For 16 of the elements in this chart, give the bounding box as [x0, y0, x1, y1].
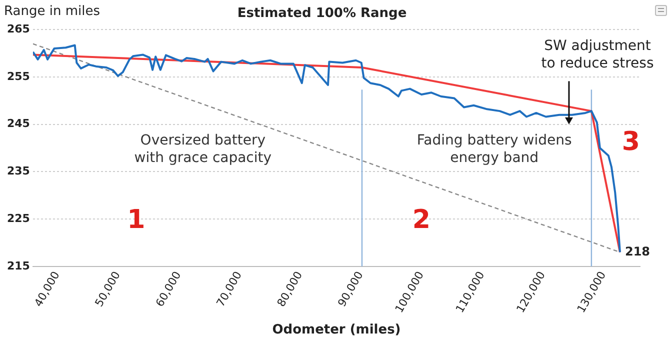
- annotation: 2: [412, 205, 431, 236]
- y-tick-label: 245: [6, 117, 30, 130]
- y-tick-label: 265: [6, 22, 30, 36]
- annotation: 218: [624, 244, 650, 258]
- annotation: Oversized battery with grace capacity: [134, 132, 272, 166]
- annotation: 1: [127, 205, 146, 236]
- annotation: 3: [622, 127, 640, 158]
- annotation: Fading battery widens energy band: [416, 132, 572, 166]
- x-axis-title: Odometer (miles): [272, 322, 401, 338]
- y-tick-label: 215: [6, 259, 30, 272]
- y-tick-label: 255: [6, 70, 30, 83]
- y-tick-label: 235: [6, 164, 30, 178]
- y-axis-title: Range in miles: [4, 4, 100, 19]
- y-tick-label: 225: [6, 212, 30, 225]
- annotation: SW adjustment to reduce stress: [541, 38, 654, 72]
- chart-title: Estimated 100% Range: [237, 6, 407, 22]
